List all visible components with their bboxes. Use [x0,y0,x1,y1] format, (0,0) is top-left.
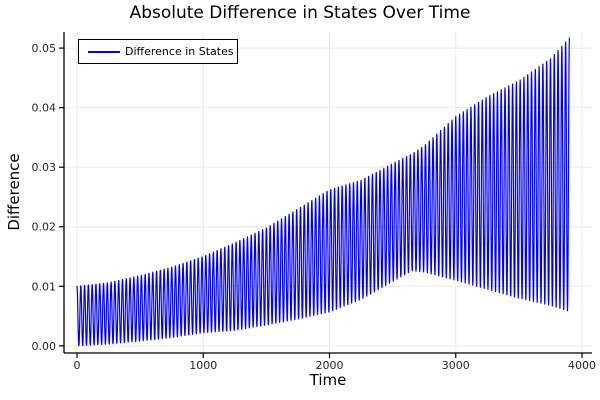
x-axis-label: Time [309,371,347,389]
y-tick-label: 0.01 [32,280,57,293]
y-tick-label: 0.03 [32,161,57,174]
x-tick-label: 1000 [189,359,217,372]
series-line [76,37,570,347]
x-tick-label: 2000 [316,359,344,372]
x-tick-label: 4000 [568,359,596,372]
legend-line-sample [88,50,120,53]
x-tick-label: 0 [74,359,81,372]
y-tick-label: 0.02 [32,221,57,234]
chart-title: Absolute Difference in States Over Time [129,3,471,23]
legend: Difference in States [78,39,238,64]
legend-label: Difference in States [125,45,234,58]
y-tick-label: 0.05 [32,42,57,55]
y-tick-label: 0.04 [32,102,57,115]
y-tick-label: 0.00 [32,340,57,353]
x-tick-label: 3000 [442,359,470,372]
